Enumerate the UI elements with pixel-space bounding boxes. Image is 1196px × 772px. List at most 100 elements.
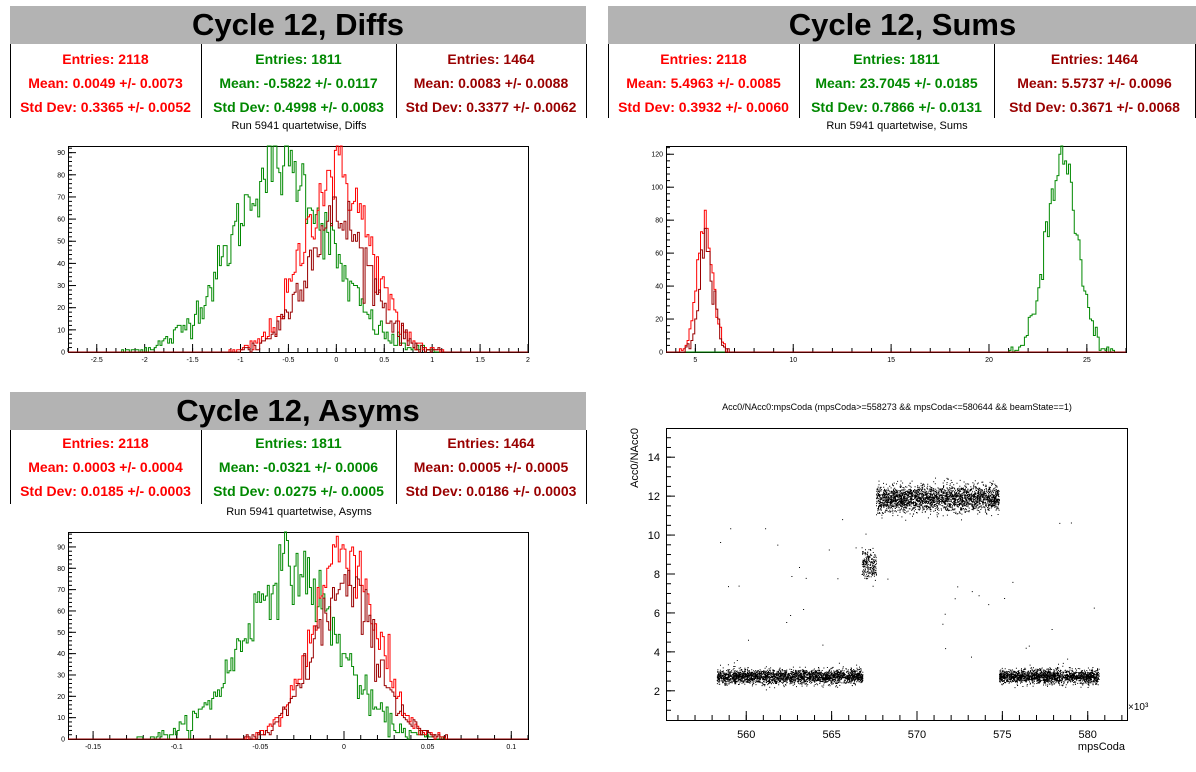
diffs-stats-col-3: Entries: 1464 Mean: 0.0083 +/- 0.0088 St… [396,44,586,118]
stat-std: Std Dev: 0.3932 +/- 0.0060 [618,99,789,115]
x-tick-label: 570 [908,729,926,741]
stat-entries: Entries: 1464 [447,435,535,451]
histogram-series-line [666,227,1126,353]
y-tick-label: 30 [57,283,65,290]
y-tick-label: 60 [655,251,663,258]
stat-entries: Entries: 2118 [660,51,747,67]
plot-frame [68,146,529,353]
x-tick-label: 580 [1079,729,1097,741]
y-axis-label: Acc0/NAcc0 [629,428,641,488]
y-tick-label: 12 [648,491,660,503]
diffs-stats-col-2: Entries: 1811 Mean: -0.5822 +/- 0.0117 S… [201,44,396,118]
histogram-series-line [666,209,1126,353]
scatter-points [716,477,1100,691]
sums-stats-col-2: Entries: 1811 Mean: 23.7045 +/- 0.0185 S… [799,44,994,118]
diffs-panel: Cycle 12, Diffs Entries: 2118 Mean: 0.00… [0,0,598,386]
diffs-stats-col-1: Entries: 2118 Mean: 0.0049 +/- 0.0073 St… [10,44,201,118]
stat-mean: Mean: 23.7045 +/- 0.0185 [815,75,978,91]
y-tick-label: 40 [655,284,663,291]
y-tick-label: 70 [57,194,65,201]
asyms-stats-col-1: Entries: 2118 Mean: 0.0003 +/- 0.0004 St… [10,430,201,504]
stat-std: Std Dev: 0.0185 +/- 0.0003 [20,483,191,499]
stat-std: Std Dev: 0.0275 +/- 0.0005 [213,483,384,499]
stat-std: Std Dev: 0.3365 +/- 0.0052 [20,99,191,115]
y-tick-label: 80 [57,172,65,179]
y-tick-label: 0 [659,350,663,357]
asyms-histogram: -0.15 -0.1 -0.05 0 0.05 0.1 0 10 20 30 40 50 60 70 80 9… [57,531,529,751]
stat-entries: Entries: 2118 [62,435,149,451]
y-tick-label: 60 [57,608,65,615]
x-tick-label: -2.5 [91,357,103,364]
y-tick-label: 80 [655,218,663,225]
x-multiplier-label: ×10³ [1128,702,1149,713]
asyms-stats-col-3: Entries: 1464 Mean: 0.0005 +/- 0.0005 St… [396,430,586,504]
x-tick-label: 1 [430,357,434,364]
scatter-title: Acc0/NAcc0:mpsCoda (mpsCoda>=558273 && m… [722,402,1072,412]
histogram-series-line [666,145,1126,353]
stat-entries: Entries: 1464 [1050,51,1139,67]
y-tick-label: 14 [648,452,660,464]
sums-stats-col-1: Entries: 2118 Mean: 5.4963 +/- 0.0085 St… [608,44,799,118]
stat-mean: Mean: 0.0003 +/- 0.0004 [28,459,183,475]
y-tick-label: 50 [57,239,65,246]
x-tick-label: 575 [993,729,1011,741]
x-tick-label: -2 [142,357,148,364]
stat-entries: Entries: 1811 [255,435,342,451]
stat-entries: Entries: 1811 [853,51,940,67]
histogram-series-line [68,145,528,353]
y-tick-label: 6 [654,608,660,620]
x-tick-label: -0.15 [85,744,101,751]
y-tick-label: 4 [654,647,660,659]
asyms-subtitle: Run 5941 quartetwise, Asyms [226,506,372,518]
y-tick-label: 20 [57,305,65,312]
y-tick-label: 40 [57,261,65,268]
x-tick-label: -0.05 [252,744,268,751]
asyms-title: Cycle 12, Asyms [10,392,586,430]
y-tick-label: 120 [651,152,663,159]
diffs-subtitle: Run 5941 quartetwise, Diffs [231,120,367,132]
y-tick-label: 8 [654,569,660,581]
x-tick-label: 10 [789,357,797,364]
stat-mean: Mean: 0.0049 +/- 0.0073 [28,75,183,91]
y-tick-label: 90 [57,544,65,551]
asyms-stats-col-2: Entries: 1811 Mean: -0.0321 +/- 0.0006 S… [201,430,396,504]
stat-std: Std Dev: 0.0186 +/- 0.0003 [405,483,577,499]
sums-panel: Cycle 12, Sums Entries: 2118 Mean: 5.496… [598,0,1196,386]
x-tick-label: -1 [237,357,243,364]
stat-std: Std Dev: 0.3377 +/- 0.0062 [405,99,577,115]
y-tick-label: 10 [648,530,660,542]
stat-mean: Mean: -0.5822 +/- 0.0117 [219,75,378,91]
x-tick-label: 0.1 [506,744,516,751]
diffs-title: Cycle 12, Diffs [10,6,586,44]
y-tick-label: 70 [57,587,65,594]
stat-entries: Entries: 1464 [447,51,535,67]
asyms-panel: Cycle 12, Asyms Entries: 2118 Mean: 0.00… [0,386,598,772]
x-tick-label: 560 [737,729,755,741]
stat-mean: Mean: 0.0083 +/- 0.0088 [413,75,569,91]
x-tick-label: -0.1 [171,744,183,751]
x-axis-label: mpsCoda [1078,741,1126,753]
sums-histogram: 5 10 15 20 25 0 20 40 60 80 100 120 [651,145,1127,364]
y-tick-label: 100 [651,185,663,192]
x-tick-label: 25 [1083,357,1091,364]
y-tick-label: 20 [57,694,65,701]
stat-std: Std Dev: 0.3671 +/- 0.0068 [1009,99,1180,115]
x-tick-label: 0.5 [379,357,389,364]
stat-entries: Entries: 2118 [62,51,149,67]
stat-std: Std Dev: 0.7866 +/- 0.0131 [811,99,982,115]
y-tick-label: 10 [57,327,65,334]
x-tick-label: 2 [526,357,530,364]
x-tick-label: 5 [693,357,697,364]
x-tick-label: -0.5 [282,357,294,364]
stat-std: Std Dev: 0.4998 +/- 0.0083 [213,99,384,115]
y-tick-label: 60 [57,217,65,224]
sums-stats-col-3: Entries: 1464 Mean: 5.5737 +/- 0.0096 St… [994,44,1195,118]
x-tick-label: 0 [334,357,338,364]
asyms-stats-frame [10,430,587,504]
x-tick-label: 0.05 [421,744,435,751]
diffs-histogram: -2.5 -2 -1.5 -1 -0.5 0 0.5 1 1.5 2010203040506070… [57,145,530,364]
stat-mean: Mean: -0.0321 +/- 0.0006 [218,459,379,475]
y-tick-label: 2 [654,686,660,698]
stat-entries: Entries: 1811 [255,51,342,67]
histogram-series-line [68,569,528,740]
